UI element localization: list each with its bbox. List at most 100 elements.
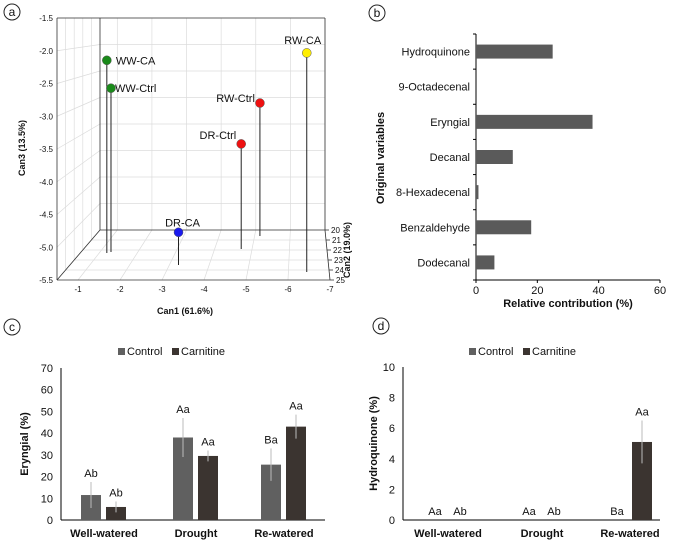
grid-line	[56, 97, 101, 117]
y-tick-label: 22	[333, 246, 342, 255]
significance-letter: Ab	[109, 488, 122, 500]
y-tick-label: 30	[41, 450, 53, 462]
z-tick-label: -4.5	[39, 211, 53, 220]
bar-carnitine	[198, 455, 218, 520]
point-marker	[236, 139, 246, 149]
significance-letter: Aa	[522, 506, 536, 518]
y-tick-label: 50	[41, 406, 53, 418]
panel-label-text: a	[9, 5, 16, 19]
y-tick-label: 20	[331, 226, 340, 235]
category-label: Eryngial	[430, 117, 470, 129]
y-tick-label: 4	[389, 454, 395, 466]
y-tick-label: 0	[389, 515, 395, 527]
data-point: RW-Ctrl	[216, 93, 265, 236]
y-tick-label: 2	[389, 484, 395, 496]
y-tick-label: 20	[41, 472, 53, 484]
y-axis-title: Eryngial (%)	[19, 412, 31, 476]
bar-control	[261, 464, 281, 520]
bar-carnitine	[632, 441, 652, 520]
legend-label: Carnitine	[532, 346, 576, 358]
y-tick-label: 0	[47, 515, 53, 527]
grid-line	[56, 123, 101, 150]
x-tick-label: -4	[200, 285, 208, 294]
panel-b-bar: 0 20 40 60 Hydroquinone 9-Octadecenal Eryngial…	[375, 33, 666, 310]
panel-label-text: c	[9, 320, 15, 334]
x-tick-label: 0	[473, 285, 479, 297]
significance-letter: Aa	[428, 506, 442, 518]
x-tick-label: -6	[284, 285, 292, 294]
point-marker	[173, 227, 184, 238]
z-tick-label: -5.5	[39, 276, 53, 285]
grid-line	[56, 44, 101, 52]
panel-label-b: b	[368, 4, 386, 22]
y-axis-title: Hydroquinone (%)	[368, 396, 380, 491]
category-label: 9-Octadecenal	[398, 82, 470, 94]
panel-a-scatter3d: -1.5 -2.0 -2.5 -3.0 -3.5 -4.0 -4.5 -5.0 -5.5 -1 -2…	[17, 14, 352, 316]
legend-swatch-control	[118, 348, 125, 355]
box-edge	[324, 229, 331, 281]
category-label: Well-watered	[70, 528, 138, 540]
x-axis-title: Can1 (61.6%)	[157, 306, 213, 316]
grid-line	[161, 229, 187, 281]
point-marker	[106, 83, 116, 93]
category-label: Well-watered	[414, 528, 482, 540]
category-label: Benzaldehyde	[400, 222, 470, 234]
significance-letter: Ab	[453, 506, 466, 518]
legend-swatch-carnitine	[172, 348, 179, 355]
legend-label: Control	[478, 346, 513, 358]
significance-letter: Ab	[547, 506, 560, 518]
y-tick-label: 70	[41, 363, 53, 375]
point-marker	[255, 98, 265, 108]
y-tick-label: 24	[335, 266, 344, 275]
point-marker	[301, 48, 312, 58]
bar	[476, 114, 593, 129]
x-tick-label: -3	[158, 285, 166, 294]
panel-label-circle	[3, 3, 21, 21]
x-tick-label: -1	[74, 285, 82, 294]
z-tick-label: -3.5	[39, 145, 53, 154]
x-tick-label: 40	[593, 285, 605, 297]
panel-label-circle	[372, 317, 390, 335]
panel-label-text: d	[378, 319, 385, 333]
point-marker	[102, 55, 112, 66]
y-tick-label: 8	[389, 393, 395, 405]
panel-label-circle	[368, 4, 386, 22]
panel-d-bar: 0 2 4 6 8 10 Control Carnitine Well-watered Aa Ab D…	[368, 346, 660, 540]
grid-line	[203, 229, 222, 281]
grid-line	[56, 176, 101, 215]
category-label: Decanal	[430, 152, 470, 164]
category-label: Dodecanal	[417, 257, 470, 269]
legend-swatch-carnitine	[523, 348, 530, 355]
x-tick-label: -5	[242, 285, 250, 294]
y-tick-label: 6	[389, 423, 395, 435]
data-point: WW-Ctrl	[106, 83, 156, 252]
bar	[476, 44, 553, 59]
data-point: WW-CA	[102, 55, 156, 253]
significance-letter: Ba	[264, 434, 278, 446]
legend-swatch-control	[469, 348, 476, 355]
z-tick-label: -1.5	[39, 14, 53, 23]
x-axis-title: Relative contribution (%)	[503, 298, 633, 310]
x-tick-label: 60	[654, 285, 666, 297]
grid-line	[119, 229, 153, 281]
bar-carnitine	[106, 506, 126, 520]
y-axis-title: Original variables	[375, 112, 387, 204]
grid-line	[287, 229, 291, 281]
significance-letter: Aa	[176, 404, 190, 416]
significance-letter: Aa	[201, 437, 215, 449]
y-tick-label: 23	[334, 256, 343, 265]
bar	[476, 220, 532, 235]
z-tick-label: -3.0	[39, 112, 53, 121]
point-label: RW-CA	[284, 35, 322, 47]
bar-control	[173, 437, 193, 520]
significance-letter: Aa	[289, 401, 303, 413]
panel-label-d: d	[372, 317, 390, 335]
panel-label-c: c	[3, 318, 21, 336]
y-tick-label: 60	[41, 385, 53, 397]
x-tick-label: -7	[326, 285, 334, 294]
legend-label: Carnitine	[181, 346, 225, 358]
z-axis-title: Can3 (13.5%)	[17, 120, 27, 176]
box-edge	[56, 229, 101, 281]
grid-line	[56, 150, 101, 183]
